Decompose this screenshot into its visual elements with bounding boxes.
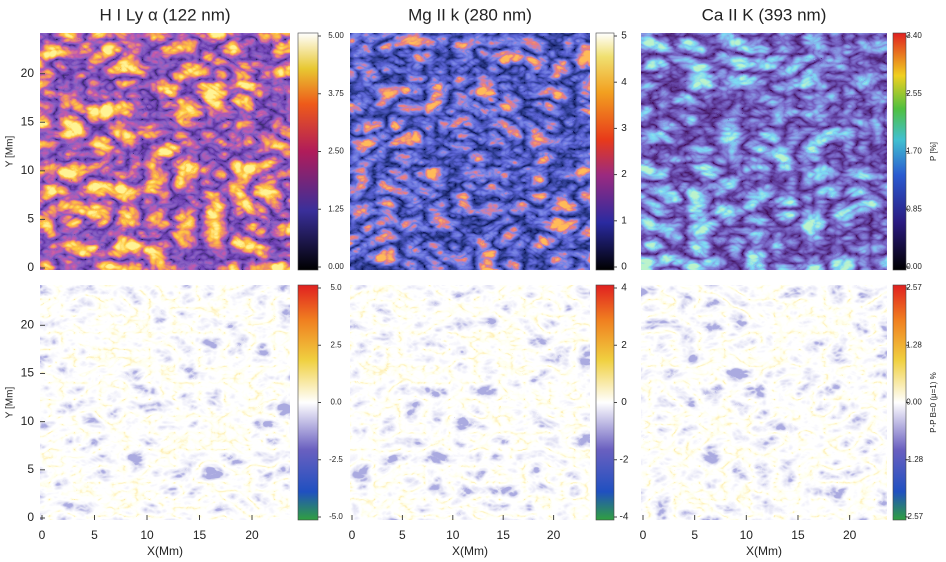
colorbar-tick-label: 1.25: [328, 204, 344, 213]
colorbar-tick-label: 2.57: [906, 283, 922, 292]
y-tick-label: 15: [21, 366, 35, 380]
y-tick-label: 10: [21, 163, 35, 177]
colorbar: [892, 284, 907, 521]
colorbar-tick-label: -5.0: [329, 512, 343, 521]
colorbar-tick-label: 2: [621, 340, 627, 351]
y-tick-label: 0: [27, 260, 34, 274]
x-tick-label: 20: [547, 528, 561, 542]
colorbar-tick-label: -2: [620, 454, 629, 465]
colorbar-tick-label: 2.55: [906, 89, 922, 98]
colorbar-tick-label: 1: [621, 215, 627, 226]
x-tick-label: 20: [245, 528, 259, 542]
colorbar-tick-label: -2.57: [905, 512, 924, 521]
x-tick-label: 0: [39, 528, 46, 542]
colorbar-tick-label: 0: [621, 397, 627, 408]
colorbar-label: P-P B=0 (μ=1) %: [929, 372, 938, 433]
x-axis-label: X(Mm): [746, 544, 782, 558]
map-image: [349, 32, 591, 271]
x-tick-label: 10: [446, 528, 460, 542]
colorbar-label: P [%]: [929, 142, 938, 161]
panel-title: H I Ly α (122 nm): [99, 5, 230, 24]
y-axis-label: Y [Mm]: [5, 136, 16, 168]
colorbar-tick-label: -1.28: [905, 455, 924, 464]
colorbar-tick-label: 0.00: [328, 262, 344, 271]
colorbar-tick-label: 0.0: [330, 398, 342, 407]
x-axis-label: X(Mm): [452, 544, 488, 558]
colorbar: [595, 284, 615, 521]
x-axis-label: X(Mm): [147, 544, 183, 558]
x-tick-label: 5: [91, 528, 98, 542]
colorbar-tick-label: 5.00: [328, 31, 344, 40]
colorbar-tick-label: 4: [621, 77, 627, 88]
x-tick-label: 0: [640, 528, 647, 542]
colorbar-tick-label: 3.40: [906, 31, 922, 40]
map-image: [349, 284, 591, 521]
y-axis-label: Y [Mm]: [5, 387, 16, 419]
colorbar-tick-label: 2: [621, 169, 627, 180]
colorbar-tick-label: 2.50: [328, 147, 344, 156]
y-tick-label: 20: [21, 66, 35, 80]
colorbar-tick-label: 5: [621, 31, 627, 42]
colorbar: [595, 32, 615, 271]
colorbar-tick-label: 3.75: [328, 89, 344, 98]
x-tick-label: 0: [349, 528, 356, 542]
y-tick-label: 15: [21, 114, 35, 128]
colorbar: [297, 284, 319, 521]
x-tick-label: 15: [193, 528, 207, 542]
x-tick-label: 20: [843, 528, 857, 542]
colorbar: [297, 32, 319, 271]
panel-title: Ca II K (393 nm): [702, 5, 827, 24]
colorbar: [892, 32, 907, 271]
panel-title: Mg II k (280 nm): [408, 5, 532, 24]
y-tick-label: 0: [27, 510, 34, 524]
x-tick-label: 5: [399, 528, 406, 542]
map-image: [640, 32, 888, 271]
x-tick-label: 10: [140, 528, 154, 542]
colorbar-tick-label: 0.00: [906, 262, 922, 271]
colorbar-tick-label: -4: [620, 512, 629, 523]
y-tick-label: 5: [27, 212, 34, 226]
colorbar-tick-label: 0: [621, 262, 627, 273]
map-image: [39, 284, 291, 521]
x-tick-label: 10: [740, 528, 754, 542]
colorbar-tick-label: 4: [621, 283, 627, 294]
colorbar-tick-label: 0.85: [906, 204, 922, 213]
y-tick-label: 5: [27, 462, 34, 476]
x-tick-label: 15: [497, 528, 511, 542]
map-image: [39, 32, 291, 271]
colorbar-tick-label: 2.5: [330, 340, 342, 349]
map-image: [640, 284, 888, 521]
colorbar-tick-label: 1.28: [906, 340, 922, 349]
y-tick-label: 10: [21, 414, 35, 428]
x-tick-label: 15: [791, 528, 805, 542]
colorbar-tick-label: 3: [621, 123, 627, 134]
y-tick-label: 20: [21, 317, 35, 331]
colorbar-tick-label: 5.0: [330, 283, 342, 292]
colorbar-tick-label: 1.70: [906, 147, 922, 156]
colorbar-tick-label: 0.00: [906, 398, 922, 407]
x-tick-label: 5: [691, 528, 698, 542]
colorbar-tick-label: -2.5: [329, 455, 343, 464]
